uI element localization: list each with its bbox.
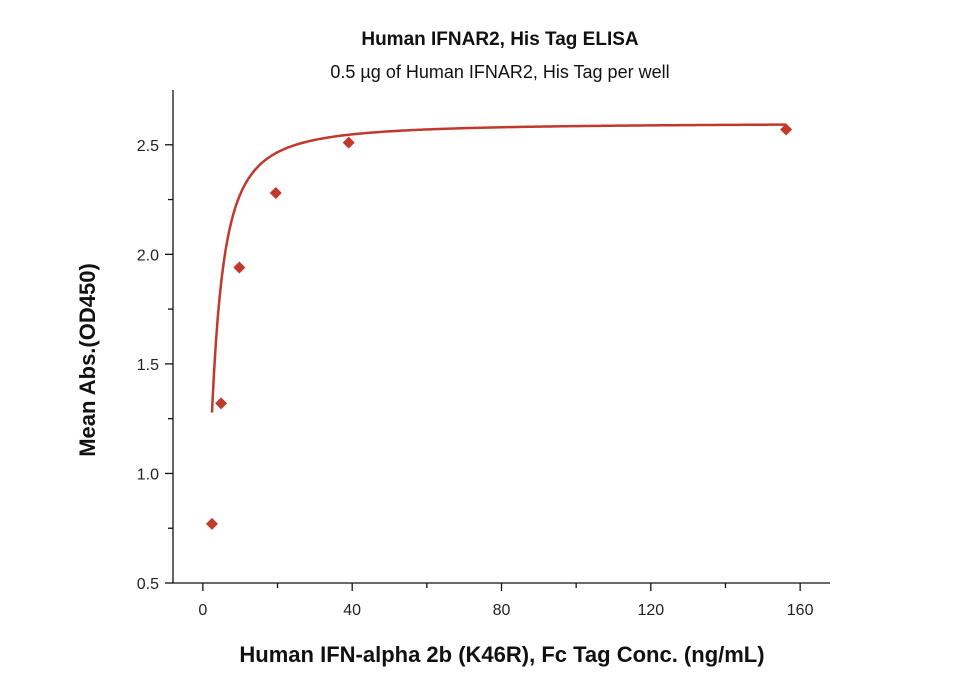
data-point [215, 397, 228, 410]
x-tick-label: 160 [787, 602, 814, 619]
x-axis-label: Human IFN-alpha 2b (K46R), Fc Tag Conc. … [239, 642, 764, 667]
x-tick-label: 120 [637, 602, 664, 619]
fit-curve [210, 123, 787, 413]
data-point [780, 123, 793, 136]
x-tick-label: 80 [493, 602, 511, 619]
data-points [205, 123, 793, 530]
axes [172, 90, 830, 584]
y-tick-label: 1.5 [137, 357, 159, 374]
fit-curve-group [210, 123, 787, 413]
y-tick-label: 1.0 [137, 466, 159, 483]
y-tick-label: 0.5 [137, 576, 159, 593]
x-tick-label: 40 [343, 602, 361, 619]
y-tick-label: 2.5 [137, 138, 159, 155]
data-point [342, 136, 355, 149]
chart-title: Human IFNAR2, His Tag ELISA [361, 29, 639, 50]
y-axis-label: Mean Abs.(OD450) [75, 263, 100, 457]
x-tick-label: 0 [198, 602, 207, 619]
data-point [269, 186, 282, 199]
ticks: 0 40 80 120 160 0.5 1.0 1.5 2.0 2.5 [137, 138, 814, 619]
chart-subtitle: 0.5 µg of Human IFNAR2, His Tag per well [330, 62, 669, 82]
data-point [233, 261, 246, 274]
y-tick-label: 2.0 [137, 247, 159, 264]
data-point [205, 517, 218, 530]
